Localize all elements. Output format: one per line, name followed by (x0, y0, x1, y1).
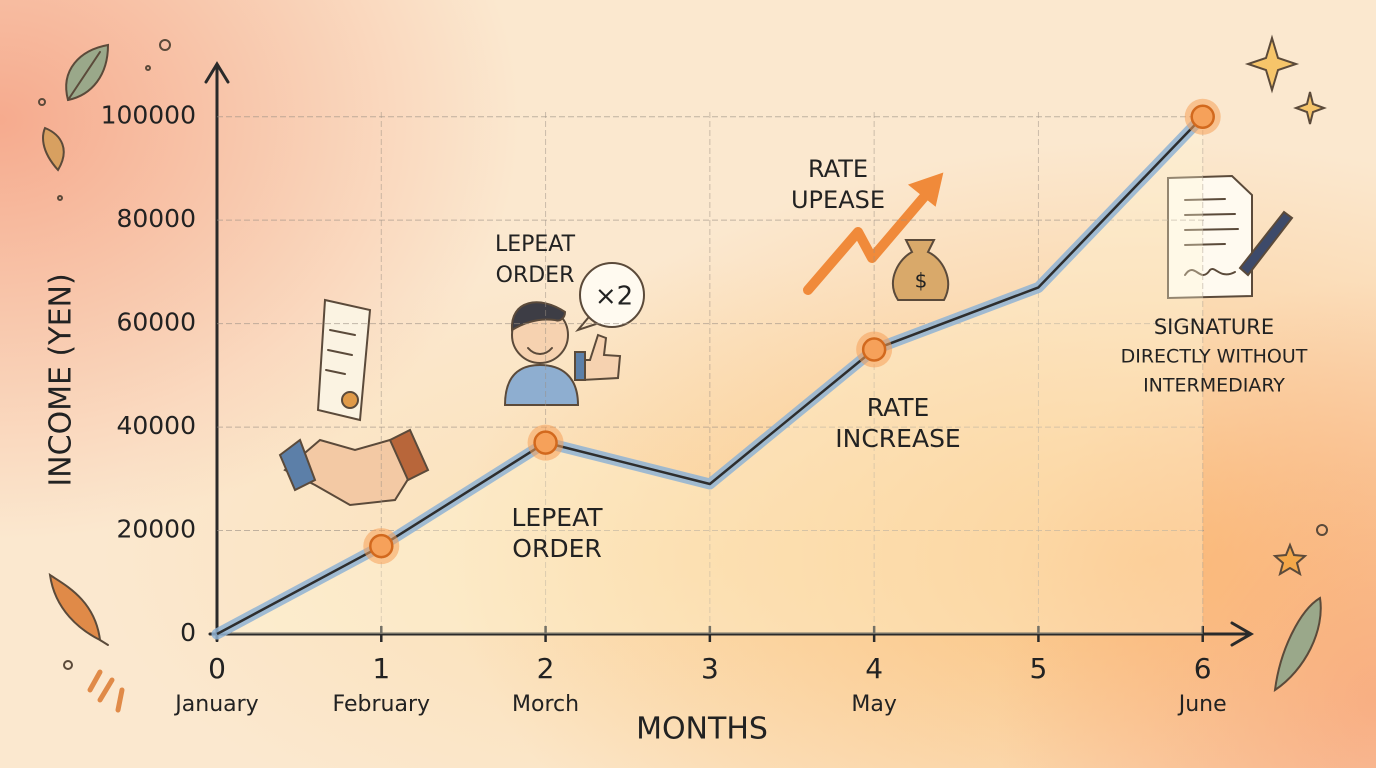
annotation: RATE (808, 155, 868, 183)
annotation: INCREASE (835, 424, 960, 453)
point (369, 533, 394, 559)
y-tick-label: 60000 (116, 308, 196, 337)
annotation: SIGNATURE (1154, 315, 1274, 339)
point (861, 337, 887, 362)
x-tick-label: 2 (537, 652, 555, 685)
month-label: January (173, 692, 258, 717)
point (1190, 104, 1215, 129)
annotation: $ (915, 269, 928, 293)
x-tick-label: 5 (1030, 652, 1048, 685)
annotation: ×2 (595, 282, 633, 312)
x-tick-label: 3 (701, 652, 719, 685)
y-tick-label: 100000 (101, 101, 196, 130)
annotation: ORDER (496, 263, 575, 288)
annotation: ORDER (512, 534, 601, 563)
annotation: INTERMEDIARY (1143, 375, 1285, 397)
x-tick-label: 0 (208, 652, 226, 685)
annotation: LEPEAT (511, 503, 603, 532)
x-tick-label: 1 (372, 652, 390, 685)
y-tick-label: 0 (180, 618, 196, 647)
y-tick-label: 20000 (116, 515, 196, 544)
x-axis-label: MONTHS (636, 712, 768, 747)
annotation: LEPEAT (495, 232, 576, 257)
point (533, 430, 558, 455)
axes (204, 61, 1254, 647)
month-label: Morch (512, 692, 579, 717)
month-label: May (851, 692, 896, 717)
month-label: June (1177, 692, 1227, 717)
annotation: RATE (867, 393, 930, 422)
annotation: DIRECTLY WITHOUT (1121, 346, 1308, 368)
annotation: UPEASE (791, 186, 885, 214)
decorations (38, 34, 1328, 713)
y-tick-label: 40000 (116, 411, 196, 440)
x-tick-label: 6 (1194, 652, 1212, 685)
month-label: February (333, 692, 431, 717)
area (217, 116, 1203, 634)
y-axis-label: INCOME (YEN) (44, 273, 79, 486)
x-tick-label: 4 (865, 652, 883, 685)
y-tick-label: 80000 (116, 204, 196, 233)
